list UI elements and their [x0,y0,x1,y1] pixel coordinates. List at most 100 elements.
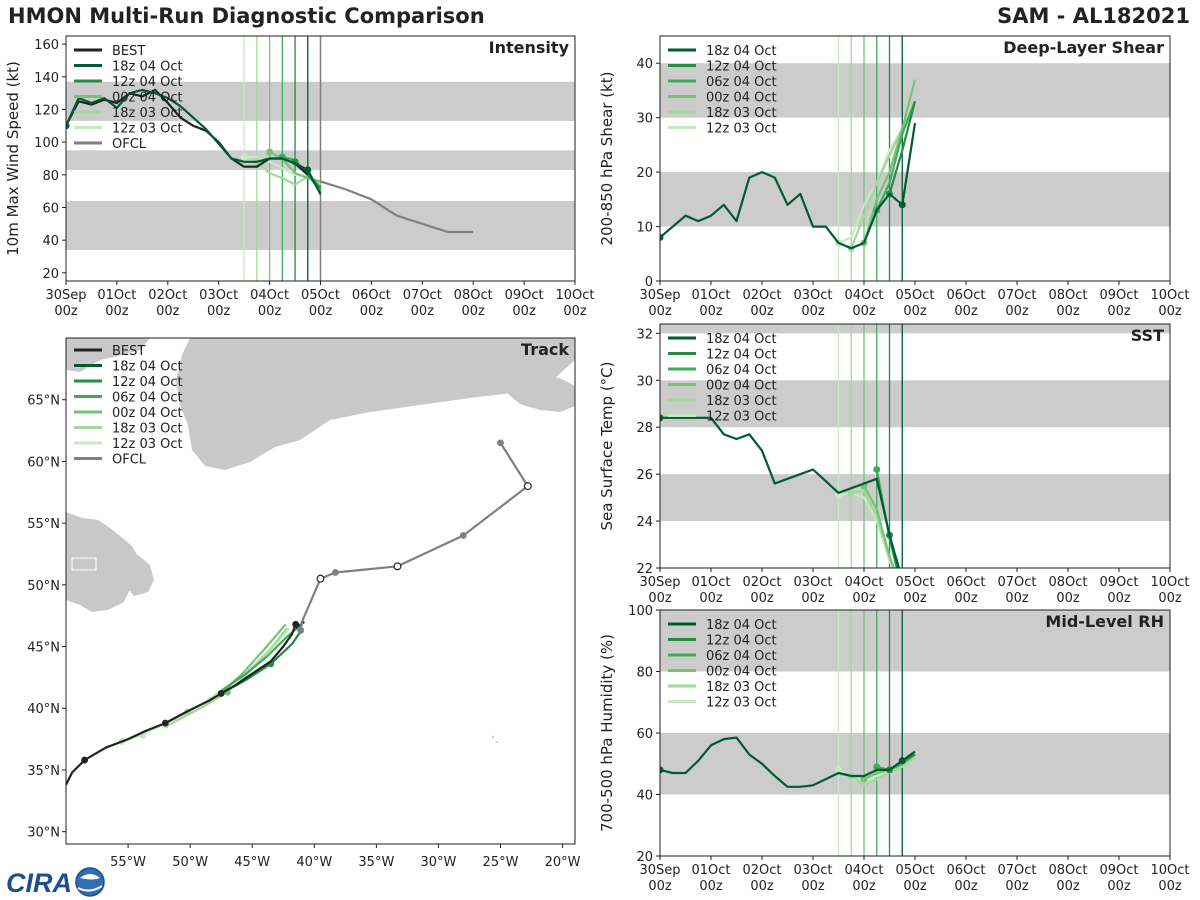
legend-entry: OFCL [112,137,147,152]
y-tick-label: 40°N [27,702,60,717]
x-tick-label: 08Oct [1048,863,1087,878]
init-marker [873,465,881,473]
x-tick-label: 00z [1158,879,1182,894]
threshold-band [660,324,1170,334]
x-tick-label: 09Oct [1099,863,1138,878]
legend-entry: 00z 04 Oct [706,665,777,680]
x-tick-label: 40°W [296,855,332,870]
series-line [660,122,917,250]
x-tick-label: 00z [954,591,978,606]
x-tick-label: 00z [903,879,927,894]
x-tick-label: 04Oct [844,288,883,303]
track-point [217,690,225,697]
panel-sst: 22242628303230Sep00z01Oct00z02Oct00z03Oc… [598,323,1190,606]
x-tick-label: 06Oct [946,863,985,878]
axes-frame [65,337,576,845]
x-tick-label: 00z [852,591,876,606]
panel-title: Intensity [489,38,570,57]
init-marker [266,148,274,156]
x-tick-label: 55°W [110,855,146,870]
x-tick-label: 08Oct [1048,575,1087,590]
x-tick-label: 25°W [483,855,519,870]
x-tick-label: 00z [750,591,774,606]
threshold-band [660,474,1170,522]
y-tick-label: 80 [42,169,59,184]
y-tick-label: 60 [42,202,59,217]
track-point [459,532,467,539]
y-tick-label: 100 [628,604,653,619]
init-marker [898,201,906,209]
x-tick-label: 00z [1056,591,1080,606]
x-tick-label: 00z [648,879,672,894]
legend-entry: 18z 04 Oct [706,618,777,633]
legend-entry: 12z 03 Oct [112,122,183,137]
x-tick-label: 10Oct [1150,288,1189,303]
x-tick-label: 00z [462,304,486,319]
x-tick-label: 00z [54,304,78,319]
x-tick-label: 00z [1056,304,1080,319]
x-tick-label: 50°W [172,855,208,870]
legend-entry: 12z 03 Oct [112,437,183,452]
track-line [66,623,297,786]
x-tick-label: 00z [258,304,282,319]
legend-entry: 12z 03 Oct [706,410,777,425]
x-tick-label: 07Oct [997,575,1036,590]
cira-logo: CIRA [6,867,105,898]
y-tick-label: 140 [34,71,59,86]
x-tick-label: 01Oct [691,863,730,878]
legend-entry: 18z 03 Oct [112,422,183,437]
cloud-icon [80,874,100,880]
x-tick-label: 06Oct [946,288,985,303]
panel-title: Track [521,340,569,359]
x-tick-label: 00z [852,304,876,319]
x-tick-label: 00z [1005,591,1029,606]
y-tick-label: 160 [34,38,59,53]
init-marker [304,166,312,174]
x-tick-label: 07Oct [403,288,442,303]
series-line [863,485,895,568]
series-line [888,101,917,195]
y-tick-label: 80 [636,666,653,681]
legend-entry: 18z 03 Oct [706,394,777,409]
y-tick-label: 20 [636,850,653,865]
init-marker [873,763,881,771]
init-marker [898,757,906,765]
legend-entry: 12z 04 Oct [112,375,183,390]
series-line [66,88,322,195]
legend-entry: 00z 04 Oct [706,91,777,106]
landmass-greenland [176,338,575,470]
x-tick-label: 00z [699,304,723,319]
x-tick-label: 06Oct [352,288,391,303]
y-tick-label: 45°N [27,641,60,656]
x-tick-label: 30Sep [639,575,680,590]
x-tick-label: 03Oct [793,863,832,878]
x-tick-label: 00z [852,879,876,894]
x-tick-label: 00z [1107,591,1131,606]
x-tick-label: 10Oct [555,288,594,303]
x-tick-label: 00z [801,879,825,894]
x-tick-label: 00z [801,304,825,319]
x-tick-label: 00z [699,591,723,606]
x-tick-label: 04Oct [844,863,883,878]
init-marker [835,491,842,499]
legend-entry: 18z 04 Oct [112,360,183,375]
track-point [497,439,504,447]
threshold-band [660,380,1170,428]
plot-area-intensity [66,36,575,281]
legend-entry: BEST [112,44,145,59]
legend-entry: 18z 03 Oct [706,106,777,121]
y-tick-label: 40 [42,234,59,249]
x-tick-label: 30Sep [45,288,86,303]
legend-entry: 00z 04 Oct [112,406,183,421]
y-axis-label: 200-850 hPa Shear (kt) [598,72,616,246]
x-tick-label: 00z [648,304,672,319]
legend-entry: 18z 04 Oct [112,60,183,75]
threshold-band [660,610,1170,672]
x-tick-label: 20°W [545,855,581,870]
series-line [875,100,917,211]
x-tick-label: 00z [903,591,927,606]
x-tick-label: 01Oct [691,575,730,590]
y-tick-label: 10 [636,221,653,236]
landmass-azores [496,741,498,743]
x-tick-label: 00z [411,304,435,319]
